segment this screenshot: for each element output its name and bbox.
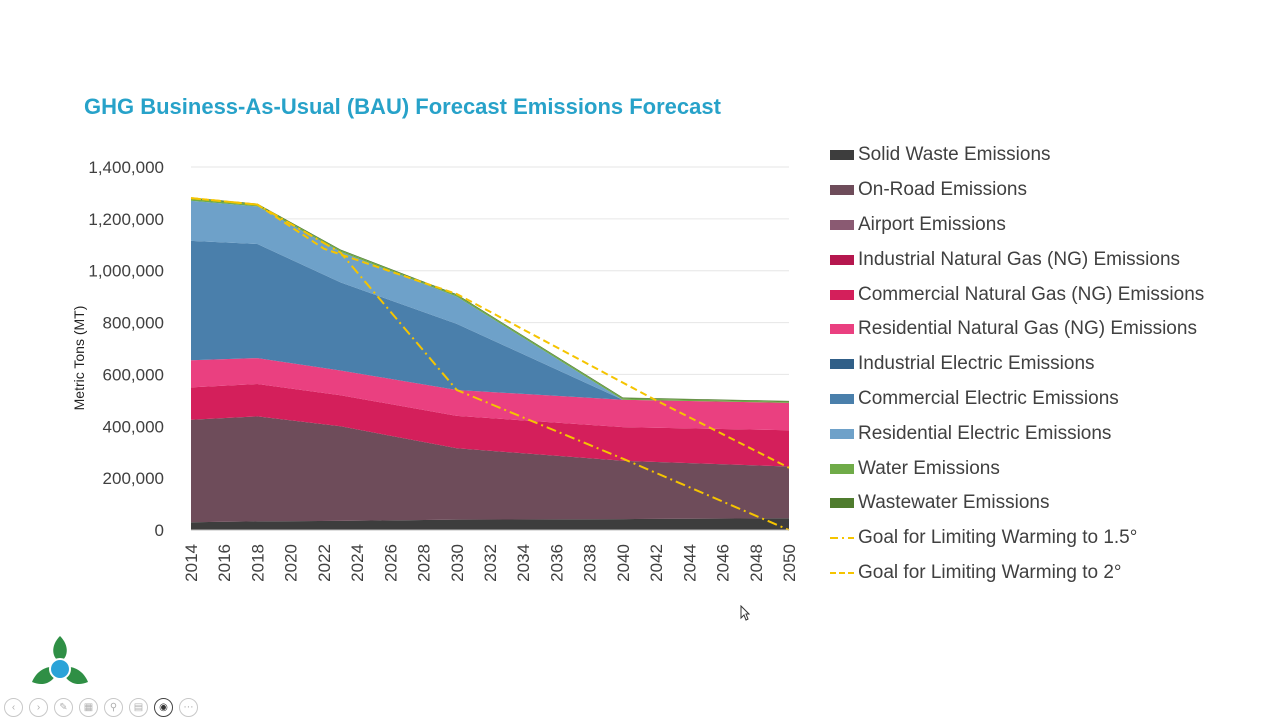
- legend-swatch: [830, 498, 854, 509]
- legend-swatch: [830, 463, 854, 474]
- x-tick-label: 2018: [248, 544, 267, 582]
- legend-label: Commercial Natural Gas (NG) Emissions: [858, 283, 1205, 305]
- y-tick-label: 1,000,000: [88, 262, 164, 281]
- y-tick-label: 1,400,000: [88, 158, 164, 177]
- y-tick-label: 200,000: [103, 469, 164, 488]
- x-tick-label: 2022: [315, 544, 334, 582]
- goal-line-2-degrees: [190, 197, 790, 469]
- x-tick-label: 2020: [282, 544, 301, 582]
- area-on-road-emissions: [191, 416, 789, 523]
- x-tick-label: 2032: [481, 544, 500, 582]
- x-tick-label: 2028: [415, 544, 434, 582]
- y-tick-label: 600,000: [103, 365, 164, 384]
- legend-label: Goal for Limiting Warming to 1.5°: [858, 527, 1138, 549]
- area-residential-electric-emissions: [191, 200, 789, 403]
- y-tick-label: 0: [155, 521, 164, 540]
- x-tick-label: 2046: [714, 544, 733, 582]
- goal-lines: [190, 197, 790, 531]
- chart-svg: 0 200,000 400,000 600,000 800,000 1,000,000 1,…: [71, 158, 799, 582]
- legend-swatch: [830, 254, 854, 265]
- x-tick-label: 2016: [215, 544, 234, 582]
- legend-label: Residential Electric Emissions: [858, 422, 1112, 444]
- x-tick-label: 2024: [348, 544, 367, 582]
- legend-label: Airport Emissions: [858, 213, 1006, 235]
- legend-item: Residential Electric Emissions: [830, 416, 1204, 451]
- legend: Solid Waste Emissions On-Road Emissions Ai…: [830, 138, 1204, 590]
- legend-label: Solid Waste Emissions: [858, 144, 1051, 166]
- presentation-toolbar: ‹ › ✎ ▦ ⚲ ▤ ◉ ⋯: [4, 698, 198, 717]
- legend-item: Industrial Electric Emissions: [830, 347, 1204, 382]
- x-tick-label: 2026: [381, 544, 400, 582]
- chart-title: GHG Business-As-Usual (BAU) Forecast Emi…: [84, 94, 721, 119]
- more-options-icon[interactable]: ⋯: [179, 698, 198, 717]
- legend-label: Industrial Electric Emissions: [858, 353, 1095, 375]
- next-slide-icon[interactable]: ›: [29, 698, 48, 717]
- pen-icon[interactable]: ✎: [54, 698, 73, 717]
- area-series: [191, 197, 789, 530]
- legend-label: Water Emissions: [858, 457, 1000, 479]
- legend-label: On-Road Emissions: [858, 179, 1027, 201]
- legend-item: Industrial Natural Gas (NG) Emissions: [830, 242, 1204, 277]
- x-tick-label: 2034: [514, 544, 533, 582]
- legend-item: Water Emissions: [830, 451, 1204, 486]
- legend-label: Commercial Electric Emissions: [858, 387, 1119, 409]
- x-tick-label: 2038: [581, 544, 600, 582]
- axes: 0 200,000 400,000 600,000 800,000 1,000,000 1,…: [88, 158, 799, 582]
- legend-item: Goal for Limiting Warming to 2°: [830, 556, 1204, 591]
- legend-item: Goal for Limiting Warming to 1.5°: [830, 521, 1204, 556]
- area-solid-waste-emissions: [191, 518, 789, 530]
- legend-item: Commercial Electric Emissions: [830, 382, 1204, 417]
- y-axis-label: Metric Tons (MT): [71, 306, 87, 411]
- legend-swatch: [830, 150, 854, 161]
- x-tick-label: 2030: [448, 544, 467, 582]
- subtitles-icon[interactable]: ▤: [129, 698, 148, 717]
- legend-label: Wastewater Emissions: [858, 492, 1050, 514]
- x-tick-label: 2042: [647, 544, 666, 582]
- legend-item: Airport Emissions: [830, 208, 1204, 243]
- x-tick-label: 2036: [547, 544, 566, 582]
- legend-swatch: [830, 289, 854, 300]
- area-commercial-natural-gas-ng-emissions: [191, 384, 789, 467]
- legend-item: Commercial Natural Gas (NG) Emissions: [830, 277, 1204, 312]
- area-commercial-electric-emissions: [191, 240, 789, 403]
- legend-label: Residential Natural Gas (NG) Emissions: [858, 318, 1197, 340]
- slides-grid-icon[interactable]: ▦: [79, 698, 98, 717]
- legend-item: Residential Natural Gas (NG) Emissions: [830, 312, 1204, 347]
- x-tick-label: 2048: [747, 544, 766, 582]
- legend-swatch: [830, 324, 854, 335]
- previous-slide-icon[interactable]: ‹: [4, 698, 23, 717]
- legend-swatch: [830, 428, 854, 439]
- x-tick-label: 2014: [182, 544, 201, 582]
- y-tick-label: 1,200,000: [88, 210, 164, 229]
- legend-line-swatch: [830, 537, 854, 540]
- legend-label: Goal for Limiting Warming to 2°: [858, 561, 1122, 583]
- legend-line-swatch: [830, 571, 854, 574]
- legend-item: Wastewater Emissions: [830, 486, 1204, 521]
- legend-label: Industrial Natural Gas (NG) Emissions: [858, 248, 1181, 270]
- organization-logo-icon: [28, 632, 92, 695]
- y-tick-label: 800,000: [103, 314, 164, 333]
- camera-icon[interactable]: ◉: [154, 698, 173, 717]
- x-tick-label: 2044: [680, 544, 699, 582]
- legend-item: On-Road Emissions: [830, 173, 1204, 208]
- legend-swatch: [830, 393, 854, 404]
- y-tick-label: 400,000: [103, 417, 164, 436]
- legend-swatch: [830, 219, 854, 230]
- mouse-cursor-icon: [740, 604, 751, 626]
- x-tick-label: 2050: [780, 544, 799, 582]
- legend-swatch: [830, 185, 854, 196]
- legend-swatch: [830, 359, 854, 370]
- zoom-icon[interactable]: ⚲: [104, 698, 123, 717]
- area-residential-natural-gas-ng-emissions: [191, 358, 789, 431]
- x-tick-label: 2040: [614, 544, 633, 582]
- legend-item: Solid Waste Emissions: [830, 138, 1204, 173]
